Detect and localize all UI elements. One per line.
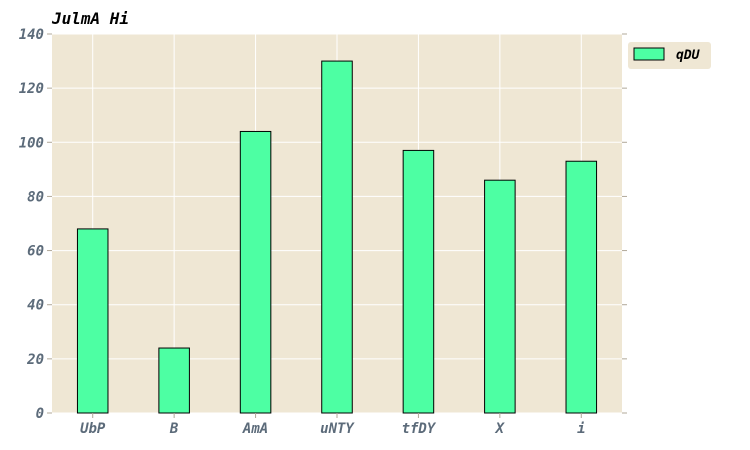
bar-AmA	[239, 130, 272, 414]
bar-B	[158, 347, 190, 414]
bar-i	[565, 160, 598, 414]
bar-tfDY	[402, 149, 435, 414]
bar-UbP	[76, 228, 109, 414]
bar-uNTY	[321, 60, 353, 414]
bars	[76, 60, 598, 414]
y-tick-label: 60	[27, 244, 44, 260]
y-tick-label: 0	[36, 406, 44, 422]
legend: qDU	[628, 42, 711, 69]
y-tick-label: 140	[19, 27, 44, 43]
x-tick-label: B	[169, 421, 179, 437]
bar-X	[484, 179, 516, 414]
x-tick-label: UbP	[80, 421, 106, 437]
x-tick-label: X	[495, 421, 506, 437]
x-tick-label: uNTY	[320, 421, 355, 437]
y-tick-label: 40	[27, 298, 44, 314]
y-tick-label: 100	[19, 135, 44, 151]
x-tick-label: i	[577, 421, 585, 437]
legend-label: qDU	[676, 48, 701, 63]
y-tick-label: 120	[19, 81, 44, 97]
chart-title: JulmA Hi	[51, 9, 129, 28]
y-tick-label: 80	[27, 189, 44, 205]
y-tick-label: 20	[26, 352, 44, 368]
x-tick-label: tfDY	[402, 421, 437, 437]
legend-swatch	[633, 47, 665, 61]
x-tick-label: AmA	[242, 421, 268, 437]
